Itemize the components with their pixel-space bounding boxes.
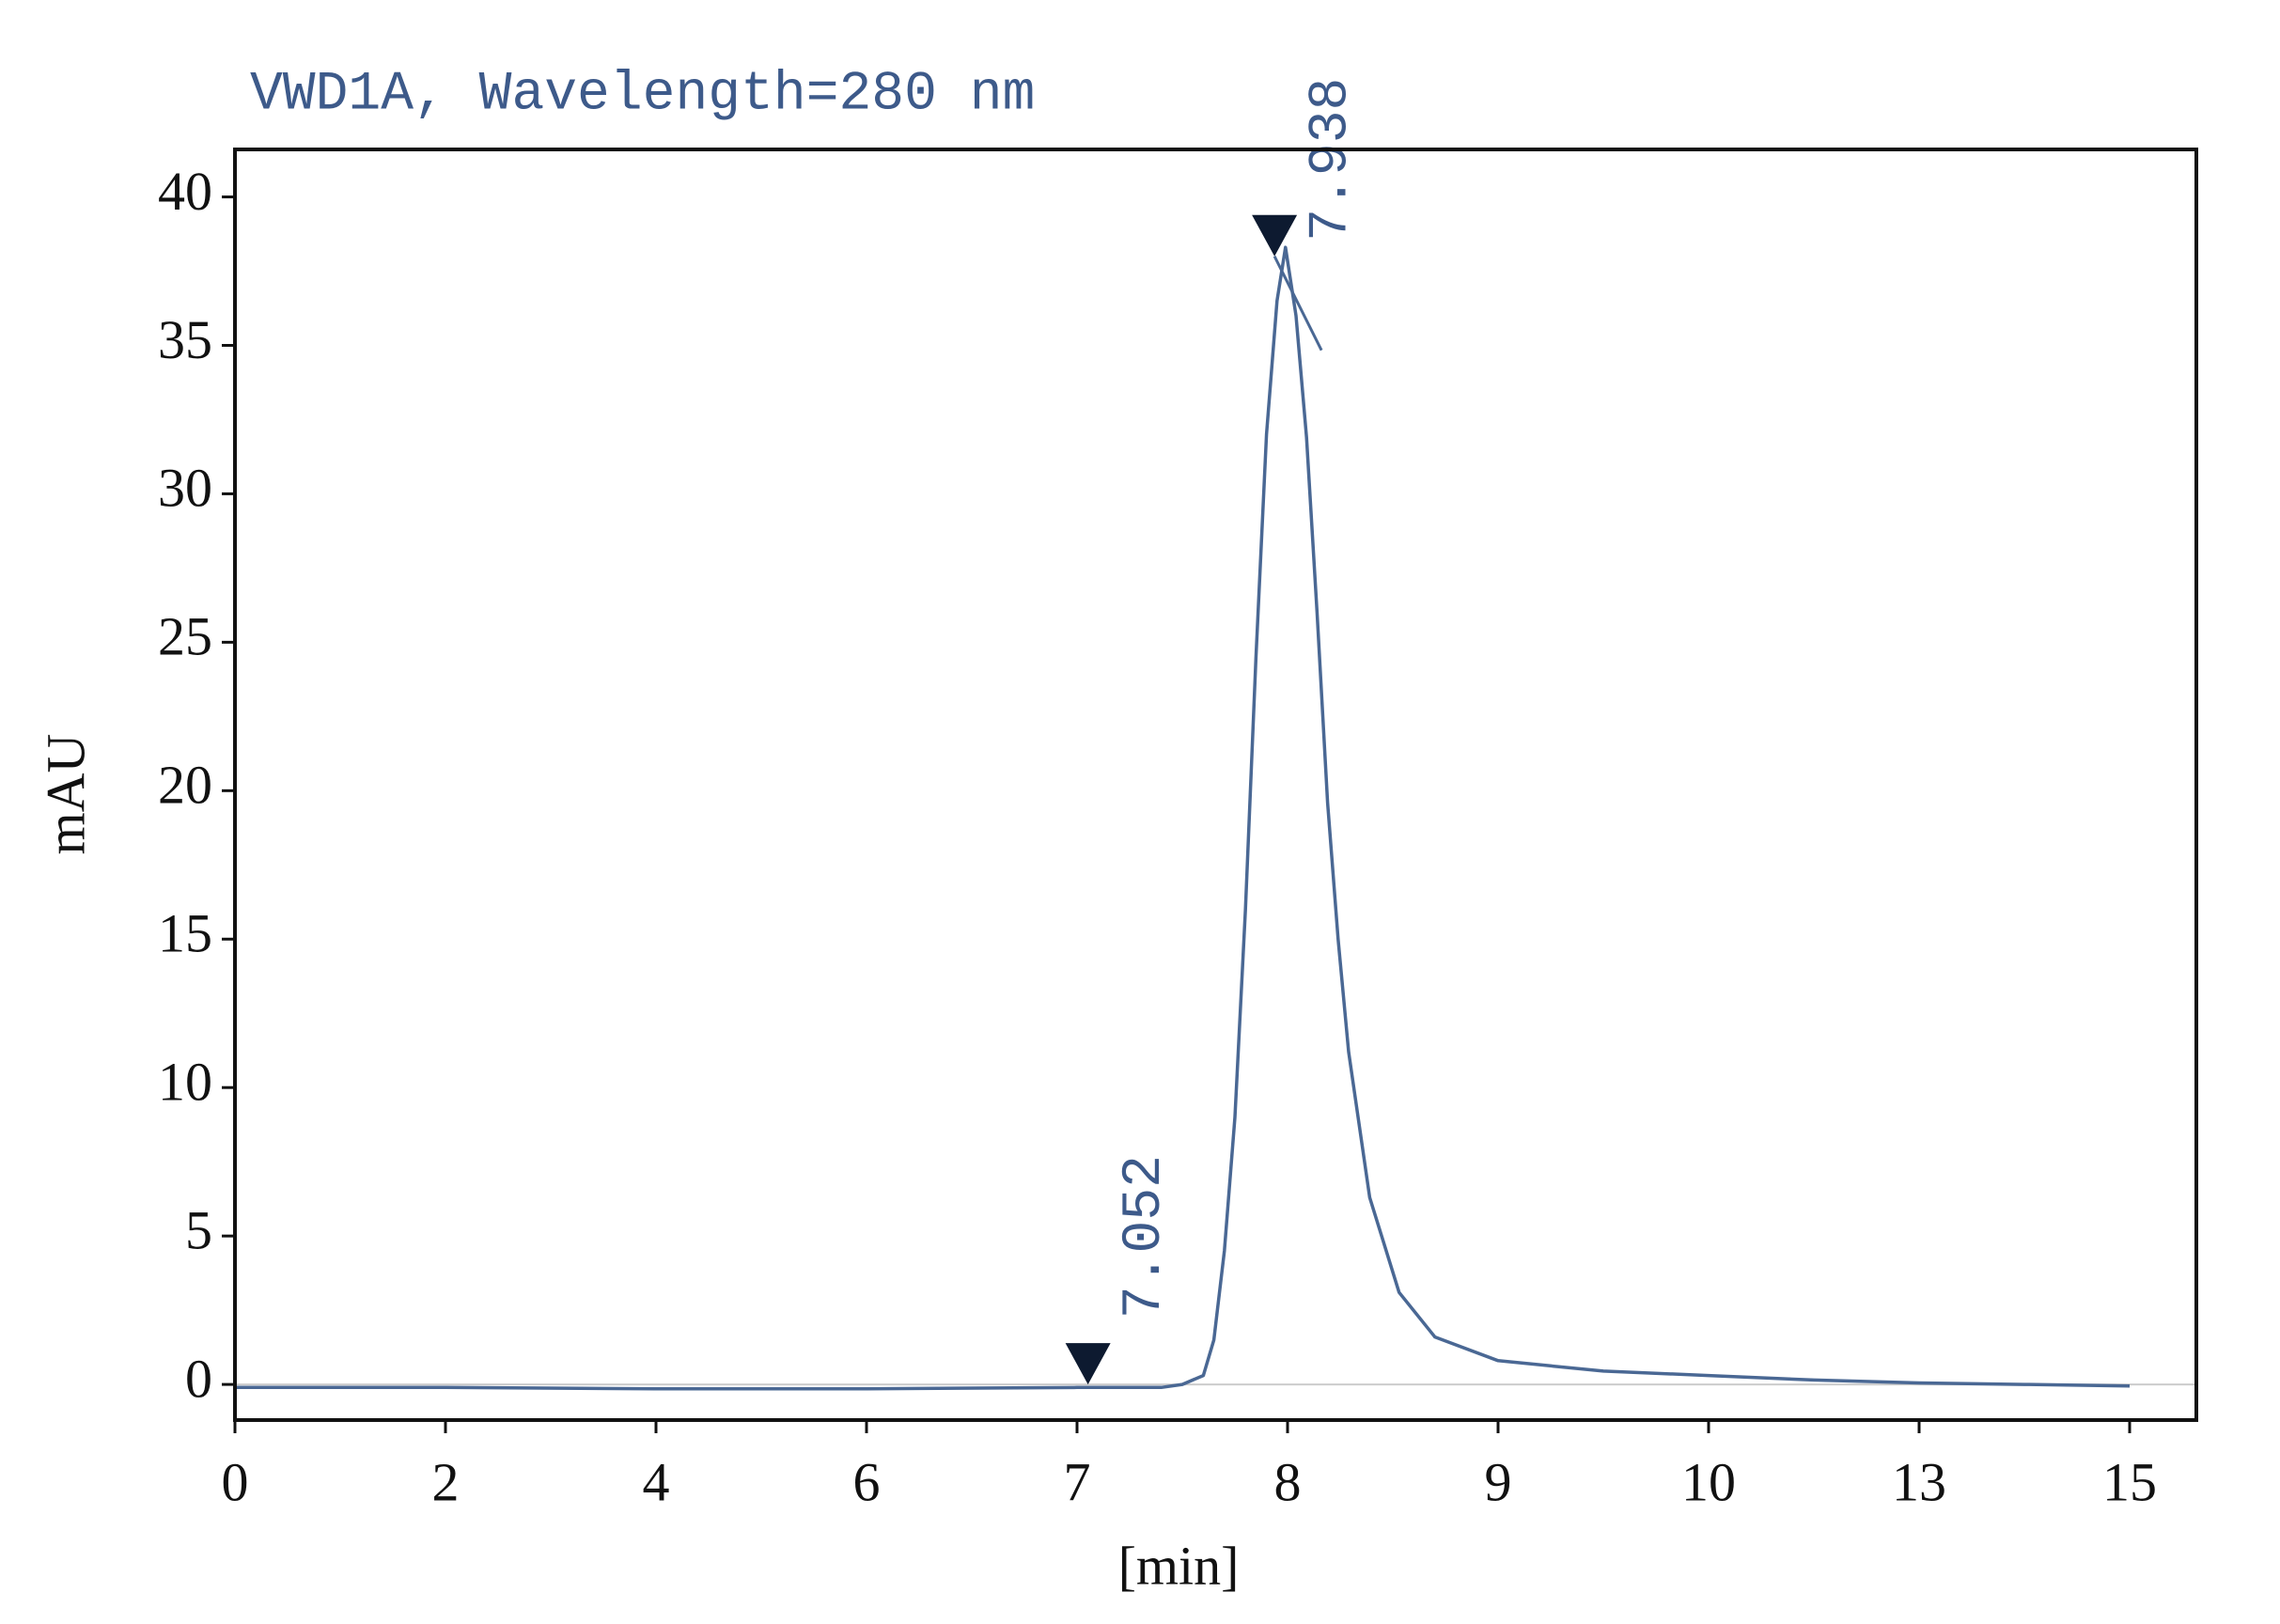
peak-label: 7.052 (1115, 1155, 1176, 1319)
y-tick-label: 15 (158, 903, 212, 964)
x-tick-label: 10 (1681, 1451, 1736, 1512)
x-tick-label: 15 (2102, 1451, 2157, 1512)
y-tick-label: 0 (185, 1348, 212, 1409)
y-tick-label: 40 (158, 161, 212, 222)
x-tick-label: 0 (222, 1451, 249, 1512)
y-tick-label: 10 (158, 1052, 212, 1113)
x-tick-label: 6 (853, 1451, 881, 1512)
y-tick-label: 20 (158, 755, 212, 816)
peak-label: 7.938 (1301, 78, 1362, 242)
x-tick-label: 13 (1892, 1451, 1946, 1512)
chart-title: VWD1A, Wavelength=280 nm (250, 64, 1035, 125)
x-tick-label: 9 (1485, 1451, 1512, 1512)
peak-marker (1252, 214, 1298, 257)
y-tick-label: 35 (158, 309, 212, 370)
x-axis-label: [min] (1118, 1535, 1240, 1596)
y-axis-label: mAU (35, 734, 96, 855)
x-tick-label: 2 (432, 1451, 460, 1512)
x-tick-label: 7 (1064, 1451, 1091, 1512)
tangent-line (1273, 256, 1323, 351)
x-tick-label: 8 (1274, 1451, 1302, 1512)
peak-marker (1065, 1343, 1111, 1385)
y-tick-label: 5 (185, 1199, 212, 1260)
y-tick-label: 30 (158, 458, 212, 519)
x-tick-label: 4 (643, 1451, 670, 1512)
plot-frame (233, 148, 2198, 1422)
y-tick-label: 25 (158, 606, 212, 667)
signal-line (235, 245, 2131, 1391)
